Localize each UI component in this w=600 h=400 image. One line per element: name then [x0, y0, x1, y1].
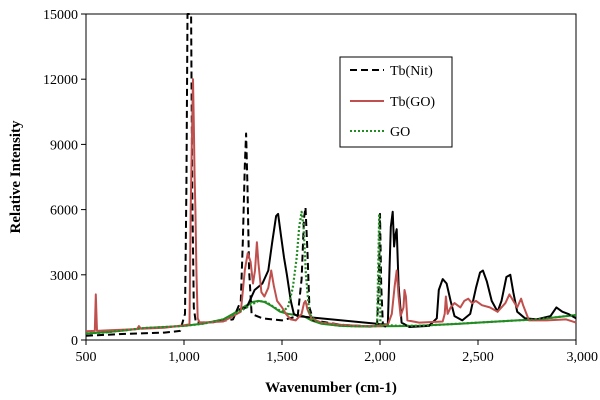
- series-line-0: [85, 13, 390, 337]
- plot-area: [85, 13, 577, 341]
- y-tick-label: 12000: [43, 73, 78, 88]
- y-tick-label: 6000: [50, 204, 78, 219]
- y-axis-title: Relative Intensity: [8, 120, 24, 233]
- y-tick-label: 0: [71, 334, 78, 349]
- x-axis-title: Wavenumber (cm-1): [265, 380, 397, 396]
- series-line-3: [85, 210, 577, 335]
- x-tick-label: 2,500: [462, 350, 494, 365]
- legend-label-tbgo: Tb(GO): [390, 95, 435, 110]
- y-tick-label: 3000: [50, 269, 78, 284]
- series-line-1: [238, 210, 577, 328]
- legend-label-go: GO: [390, 125, 410, 140]
- series-layer: [85, 13, 577, 337]
- x-tick-label: 2,000: [364, 350, 396, 365]
- y-tick-label: 9000: [50, 138, 78, 153]
- x-tick-label: 500: [76, 350, 97, 365]
- x-tick-label: 1,500: [266, 350, 298, 365]
- legend: Tb(Nit) Tb(GO) GO: [339, 56, 453, 148]
- x-tick-label: 3,000: [567, 350, 599, 365]
- y-axis-ticks: 0 3000 6000 9000 12000 15000: [43, 8, 86, 349]
- x-axis-ticks: 500 1,000 1,500 2,000 2,500 3,000: [76, 340, 599, 365]
- x-tick-label: 1,000: [168, 350, 200, 365]
- series-line-2: [85, 78, 577, 333]
- legend-label-tbnit: Tb(Nit): [390, 64, 433, 79]
- y-tick-label: 15000: [43, 8, 78, 23]
